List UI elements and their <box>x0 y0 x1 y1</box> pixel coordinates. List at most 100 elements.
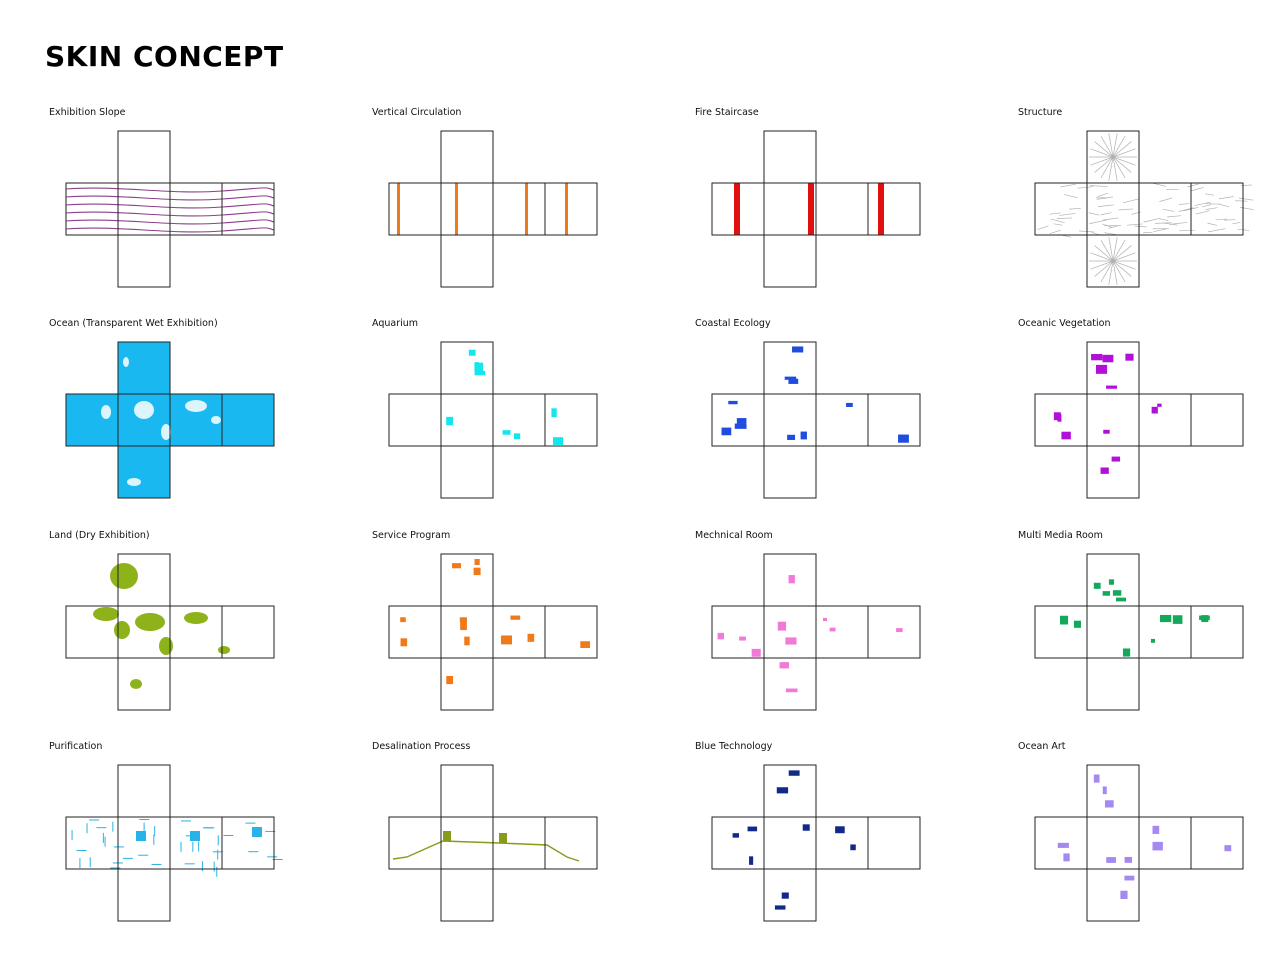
cube-face <box>544 816 598 870</box>
cube-net <box>1034 130 1254 288</box>
cube-net <box>711 553 921 711</box>
structure-line <box>1049 212 1061 215</box>
program-patch <box>474 558 480 565</box>
program-patch <box>788 770 800 776</box>
program-patch <box>1091 353 1103 361</box>
landmass-cutout <box>211 416 221 424</box>
program-patch <box>1102 591 1111 596</box>
cube-face <box>544 605 598 659</box>
structure-line <box>1108 133 1114 158</box>
motif-layer <box>392 831 580 862</box>
motif-layer <box>721 346 909 443</box>
motif-layer <box>65 187 275 233</box>
structure-line <box>1112 260 1118 285</box>
program-patch <box>1063 853 1070 862</box>
structure-line <box>1063 194 1078 199</box>
structure-line <box>1088 212 1100 216</box>
panel-label: Ocean (Transparent Wet Exhibition) <box>49 318 218 329</box>
structure-line <box>1094 260 1114 277</box>
structure-line <box>1187 183 1200 188</box>
cube-face <box>711 816 765 870</box>
land-shape <box>110 563 138 589</box>
ocean-fill <box>118 446 170 498</box>
cube-net <box>711 130 921 288</box>
program-patch <box>1151 406 1158 414</box>
structure-line <box>1205 207 1218 210</box>
program-patch <box>1111 456 1121 462</box>
program-patch <box>1093 582 1101 589</box>
program-patch <box>751 648 761 657</box>
cube-face <box>815 393 869 447</box>
program-patch <box>400 638 408 647</box>
structure-line <box>1102 217 1119 221</box>
program-patch <box>1061 431 1071 440</box>
structure-line <box>1112 136 1126 158</box>
cube-face <box>65 182 119 236</box>
motif-layer <box>446 349 564 445</box>
cube-net-diagram <box>388 130 598 288</box>
structure-line <box>1112 156 1126 178</box>
process-node <box>443 831 451 841</box>
structure-line <box>1094 141 1114 158</box>
diagram-panel: Fire Staircase <box>691 107 991 307</box>
program-patch <box>784 376 797 380</box>
program-patch <box>734 423 747 429</box>
cube-face <box>1086 445 1140 499</box>
structure-line <box>1153 228 1169 233</box>
motif-layer <box>71 819 283 877</box>
structure-line <box>1057 217 1072 219</box>
cube-net <box>711 764 921 922</box>
process-line <box>392 840 580 862</box>
structure-line <box>1102 223 1113 228</box>
structure-line <box>1059 213 1076 216</box>
program-patch <box>527 633 535 642</box>
cube-face <box>440 341 494 395</box>
structure-line <box>1094 245 1114 262</box>
slope-line <box>65 219 275 225</box>
cube-net-diagram <box>1034 553 1244 711</box>
diagram-panel: Ocean Art <box>1014 741 1280 941</box>
process-node <box>499 833 507 843</box>
structure-line <box>1104 232 1117 236</box>
cube-net-diagram <box>65 553 275 711</box>
cube-face <box>221 182 275 236</box>
structure-line <box>1097 192 1108 197</box>
structure-line <box>1207 222 1218 226</box>
cube-face <box>492 182 546 236</box>
structure-line <box>1134 225 1147 228</box>
cube-face <box>440 764 494 818</box>
program-patch <box>1108 579 1115 585</box>
program-patch <box>1057 414 1062 422</box>
structure-line <box>1232 222 1241 225</box>
cube-face <box>1138 605 1192 659</box>
cube-face <box>1190 393 1244 447</box>
cube-net-diagram <box>1034 764 1244 922</box>
diagram-panel: Coastal Ecology <box>691 318 991 518</box>
cube-net-diagram <box>388 341 598 499</box>
structure-line <box>1094 156 1114 173</box>
program-patch <box>1199 615 1210 620</box>
structure-line <box>1100 136 1114 158</box>
cube-net-diagram <box>388 764 598 922</box>
motif-layer <box>1060 579 1210 657</box>
landmass-cutout <box>134 401 154 419</box>
panel-label: Purification <box>49 741 103 752</box>
stair-bar <box>525 183 528 235</box>
structure-line <box>1112 156 1118 181</box>
program-patch <box>1053 412 1061 421</box>
cube-net-diagram <box>711 341 921 499</box>
program-patch <box>1159 614 1172 623</box>
structure-line <box>1178 207 1195 212</box>
cube-face <box>867 816 921 870</box>
program-patch <box>781 892 789 899</box>
panel-label: Land (Dry Exhibition) <box>49 530 150 541</box>
structure-line <box>1155 222 1172 224</box>
slope-line <box>65 203 275 209</box>
cube-face <box>440 553 494 607</box>
panel-label: Service Program <box>372 530 451 541</box>
cube-net-diagram <box>65 341 275 499</box>
structure-line <box>1112 240 1126 262</box>
stair-bar <box>565 183 568 235</box>
program-patch <box>829 627 836 632</box>
structure-line <box>1112 148 1136 158</box>
